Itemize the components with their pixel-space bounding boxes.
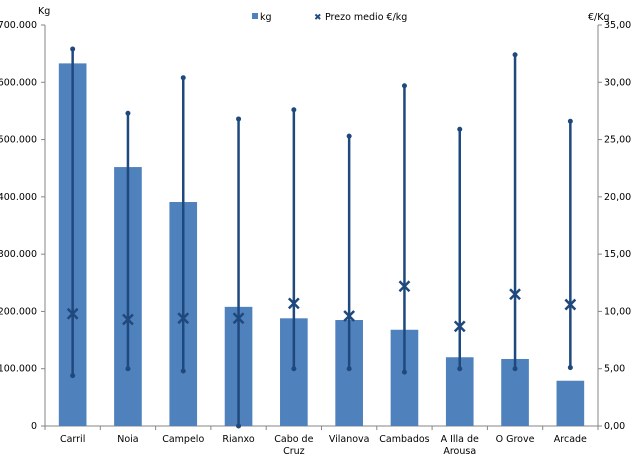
category-label-4: Cruz <box>283 446 305 457</box>
category-label-2: Campelo <box>162 434 204 445</box>
left-tick-label: 500.000 <box>0 135 37 146</box>
category-label-0: Carril <box>60 434 85 445</box>
legend-price-label: Prezo medio €/kg <box>325 12 407 23</box>
right-axis-title: €/Kg <box>588 12 610 23</box>
high-marker-2 <box>180 75 186 81</box>
high-marker-8 <box>512 52 518 58</box>
left-tick-label: 200.000 <box>0 306 37 317</box>
high-marker-1 <box>125 110 131 116</box>
left-tick-label: 300.000 <box>0 249 37 260</box>
right-tick-label: 0,00 <box>604 421 625 432</box>
left-tick-label: 0 <box>31 421 37 432</box>
avg-marker-6 <box>398 280 411 293</box>
low-marker-6 <box>401 369 407 375</box>
left-tick-label: 400.000 <box>0 192 37 203</box>
right-tick-label: 20,00 <box>604 192 631 203</box>
category-label-7: A Illa de <box>441 434 479 445</box>
avg-marker-0 <box>66 307 79 320</box>
avg-marker-9 <box>564 298 577 311</box>
avg-marker-8 <box>509 288 521 301</box>
low-marker-1 <box>125 366 131 372</box>
low-marker-0 <box>70 373 76 379</box>
right-tick-label: 35,00 <box>604 20 631 31</box>
legend-kg-label: kg <box>260 12 272 23</box>
high-marker-9 <box>567 118 573 124</box>
legend: kg ✖ Prezo medio €/kg <box>252 12 407 23</box>
category-label-1: Noia <box>117 434 138 445</box>
category-label-5: Vilanova <box>329 434 370 445</box>
avg-marker-3 <box>232 312 245 325</box>
right-tick-label: 30,00 <box>604 77 631 88</box>
low-marker-9 <box>567 365 573 371</box>
high-marker-6 <box>401 83 407 89</box>
high-marker-4 <box>291 107 297 113</box>
bar-9 <box>556 380 585 426</box>
category-label-6: Cambados <box>379 434 429 445</box>
right-tick-label: 5,00 <box>604 364 625 375</box>
legend-kg-swatch <box>252 13 258 19</box>
left-tick-label: 600.000 <box>0 77 37 88</box>
avg-marker-5 <box>343 310 356 322</box>
avg-marker-2 <box>177 312 190 325</box>
legend-price-marker: ✖ <box>314 13 322 23</box>
left-tick-label: 700.000 <box>0 20 37 31</box>
category-label-8: O Grove <box>496 434 535 445</box>
category-label-9: Arcade <box>554 434 587 445</box>
category-label-3: Rianxo <box>222 434 254 445</box>
right-tick-label: 10,00 <box>604 306 631 317</box>
low-marker-7 <box>457 366 463 372</box>
left-axis-title: Kg <box>38 6 50 17</box>
low-marker-3 <box>236 423 242 429</box>
high-marker-3 <box>236 116 242 122</box>
category-label-4: Cabo de <box>274 434 313 445</box>
right-tick-label: 25,00 <box>604 135 631 146</box>
avg-marker-7 <box>453 320 466 333</box>
low-marker-2 <box>180 368 186 374</box>
high-marker-5 <box>346 133 352 139</box>
right-tick-label: 15,00 <box>604 249 631 260</box>
low-marker-8 <box>512 366 518 372</box>
high-marker-0 <box>70 46 76 52</box>
high-marker-7 <box>457 126 463 132</box>
low-marker-4 <box>291 366 297 372</box>
category-label-7: Arousa <box>443 446 476 457</box>
avg-marker-1 <box>122 313 134 326</box>
avg-marker-4 <box>287 297 300 310</box>
low-marker-5 <box>346 366 352 372</box>
left-tick-label: 100.000 <box>0 364 37 375</box>
